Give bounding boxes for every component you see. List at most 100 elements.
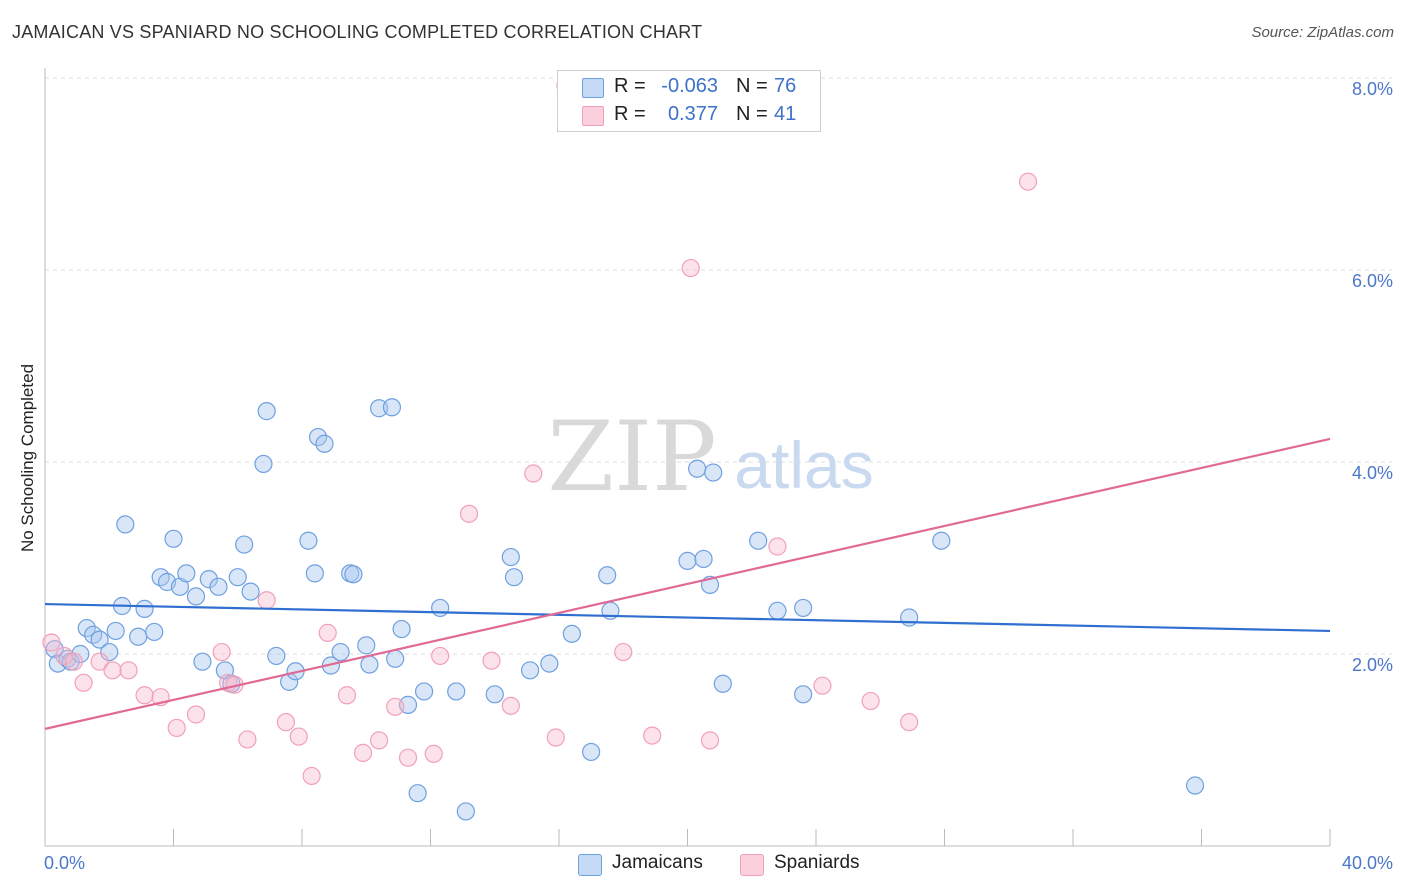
data-point xyxy=(302,766,321,786)
legend-r-value: -0.063 xyxy=(661,75,718,97)
data-point xyxy=(370,731,389,750)
data-point xyxy=(382,398,402,417)
trend-line xyxy=(44,602,1331,633)
data-point xyxy=(315,434,334,453)
data-point xyxy=(257,591,276,610)
data-point xyxy=(582,742,601,762)
legend-swatch xyxy=(740,854,764,876)
data-point xyxy=(794,685,813,704)
data-point xyxy=(749,531,768,550)
data-point xyxy=(459,504,479,523)
data-point xyxy=(209,577,228,596)
data-point xyxy=(55,646,74,666)
data-point xyxy=(357,636,376,655)
legend-label: Jamaicans xyxy=(612,852,703,873)
y-tick-label: 8.0% xyxy=(1352,79,1393,99)
source-label: Source: ZipAtlas.com xyxy=(1251,24,1394,41)
chart-title: JAMAICAN VS SPANIARD NO SCHOOLING COMPLE… xyxy=(12,22,703,42)
data-point xyxy=(431,646,450,666)
data-point xyxy=(167,718,186,738)
data-point xyxy=(103,661,122,680)
data-point xyxy=(106,621,125,641)
data-point xyxy=(77,618,96,638)
axes xyxy=(44,68,1331,847)
data-point xyxy=(447,682,466,701)
data-point xyxy=(643,726,662,745)
data-point xyxy=(1185,776,1205,795)
data-point xyxy=(193,652,212,671)
y-tick-label: 2.0% xyxy=(1352,655,1393,675)
data-point xyxy=(289,727,308,746)
data-point xyxy=(116,515,135,534)
data-point xyxy=(414,682,434,701)
legend-n-value: 41 xyxy=(774,103,797,125)
data-point xyxy=(688,459,707,478)
data-point xyxy=(241,582,260,601)
data-point xyxy=(813,676,832,695)
data-point xyxy=(254,454,273,474)
trend-line xyxy=(44,437,1331,730)
data-point xyxy=(42,633,61,652)
data-point xyxy=(164,529,183,548)
x-tick-label: 40.0% xyxy=(1342,853,1393,873)
legend-n-value: 76 xyxy=(774,75,797,97)
legend-r-label: R = xyxy=(614,75,646,97)
trend-lines xyxy=(44,437,1331,730)
data-point xyxy=(186,587,206,606)
data-point xyxy=(386,697,405,716)
data-point xyxy=(482,651,501,670)
legend-row-jamaicans: R = -0.063 N = 76 xyxy=(558,73,820,101)
legend-r-value: 0.377 xyxy=(667,103,718,125)
legend-swatch-jamaicans xyxy=(582,78,604,98)
data-point xyxy=(546,728,565,747)
legend-label: Spaniards xyxy=(774,852,860,873)
data-point xyxy=(308,427,328,447)
data-point xyxy=(276,713,296,732)
legend-row-spaniards: R = 0.377 N = 41 xyxy=(558,101,820,129)
data-point xyxy=(431,598,450,618)
y-tick-label: 6.0% xyxy=(1352,271,1393,291)
data-point xyxy=(186,705,206,724)
data-point xyxy=(145,622,164,642)
data-point xyxy=(135,599,154,618)
data-point xyxy=(129,627,148,646)
data-point xyxy=(504,568,524,587)
x-tick-label: 0.0% xyxy=(44,853,85,873)
data-point xyxy=(199,570,218,589)
data-point xyxy=(501,547,520,567)
data-point xyxy=(344,565,363,584)
data-point xyxy=(900,713,919,732)
data-point xyxy=(540,654,559,673)
data-point xyxy=(562,624,581,643)
legend-n-label: N = xyxy=(736,103,768,125)
data-point xyxy=(212,642,231,662)
data-point xyxy=(932,531,951,550)
y-tick-label: 4.0% xyxy=(1352,463,1393,483)
data-point xyxy=(228,568,247,587)
data-point xyxy=(64,652,84,671)
data-point xyxy=(119,661,138,680)
data-point xyxy=(700,731,720,750)
watermark: ZIP atlas xyxy=(547,401,873,513)
legend-swatch-spaniards xyxy=(582,106,604,126)
data-point xyxy=(74,673,93,692)
data-point xyxy=(257,402,276,421)
data-point xyxy=(386,649,405,668)
legend-r-label: R = xyxy=(614,103,646,125)
data-point xyxy=(370,399,389,418)
data-point xyxy=(485,685,504,704)
data-point xyxy=(681,258,700,278)
data-point xyxy=(768,537,787,556)
data-point xyxy=(794,598,813,618)
data-point xyxy=(90,630,109,649)
tick-labels: 2.0% 4.0% 6.0% 8.0% 0.0% 40.0% xyxy=(44,79,1393,873)
data-point xyxy=(392,619,411,639)
data-point xyxy=(861,691,880,711)
data-point xyxy=(305,564,324,583)
data-point xyxy=(598,566,617,585)
data-point xyxy=(501,696,520,715)
watermark-zip: ZIP xyxy=(547,401,716,513)
data-point xyxy=(135,686,154,705)
data-point xyxy=(900,608,919,627)
